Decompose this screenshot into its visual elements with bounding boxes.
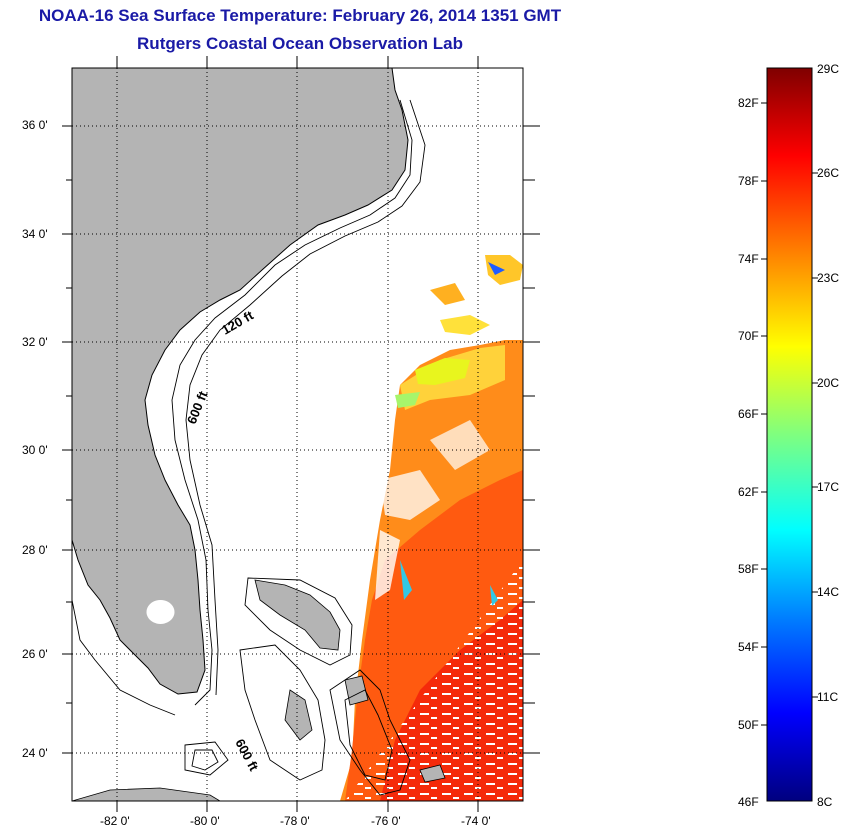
colorbar-fahrenheit-label: 54F: [738, 640, 759, 654]
colorbar-celsius-label: 26C: [817, 166, 840, 180]
colorbar-ticks: [761, 102, 818, 726]
colorbar-celsius-label: 14C: [817, 585, 840, 599]
lon-label: -74 0': [461, 814, 491, 828]
lon-label: -78 0': [280, 814, 310, 828]
colorbar-celsius-label: 8C: [817, 795, 833, 809]
map-title: NOAA-16 Sea Surface Temperature: Februar…: [38, 6, 562, 25]
lat-label: 28 0': [22, 543, 48, 557]
lon-label: -76 0': [371, 814, 401, 828]
land-mass: [72, 68, 446, 801]
lat-label: 26 0': [22, 647, 48, 661]
colorbar-fahrenheit-label: 46F: [738, 795, 759, 809]
lat-label: 36 0': [22, 118, 48, 132]
colorbar-fahrenheit-label: 58F: [738, 562, 759, 576]
lon-label: -80 0': [190, 814, 220, 828]
lat-label: 34 0': [22, 227, 48, 241]
map-ticks: [62, 56, 540, 812]
lat-label: 30 0': [22, 443, 48, 457]
colorbar-fahrenheit-label: 66F: [738, 407, 759, 421]
lat-label: 24 0': [22, 746, 48, 760]
colorbar-celsius-label: 17C: [817, 480, 840, 494]
map-subtitle: Rutgers Coastal Ocean Observation Lab: [137, 34, 463, 53]
colorbar-fahrenheit-label: 82F: [738, 96, 759, 110]
map-area: 120 ft 600 ft 600 ft: [72, 68, 523, 801]
temperature-colorbar: [766, 67, 813, 802]
colorbar-fahrenheit-label: 74F: [738, 252, 759, 266]
colorbar-celsius-label: 29C: [817, 62, 840, 76]
colorbar-fahrenheit-label: 70F: [738, 329, 759, 343]
colorbar-celsius-label: 11C: [817, 690, 839, 704]
bathymetry-contours: [72, 99, 426, 796]
lat-label: 32 0': [22, 335, 48, 349]
colorbar-fahrenheit-label: 50F: [738, 718, 759, 732]
colorbar-celsius-label: 23C: [817, 271, 840, 285]
colorbar-fahrenheit-label: 62F: [738, 485, 759, 499]
colorbar-celsius-label: 20C: [817, 376, 840, 390]
colorbar-fahrenheit-label: 78F: [738, 174, 759, 188]
lon-label: -82 0': [100, 814, 130, 828]
